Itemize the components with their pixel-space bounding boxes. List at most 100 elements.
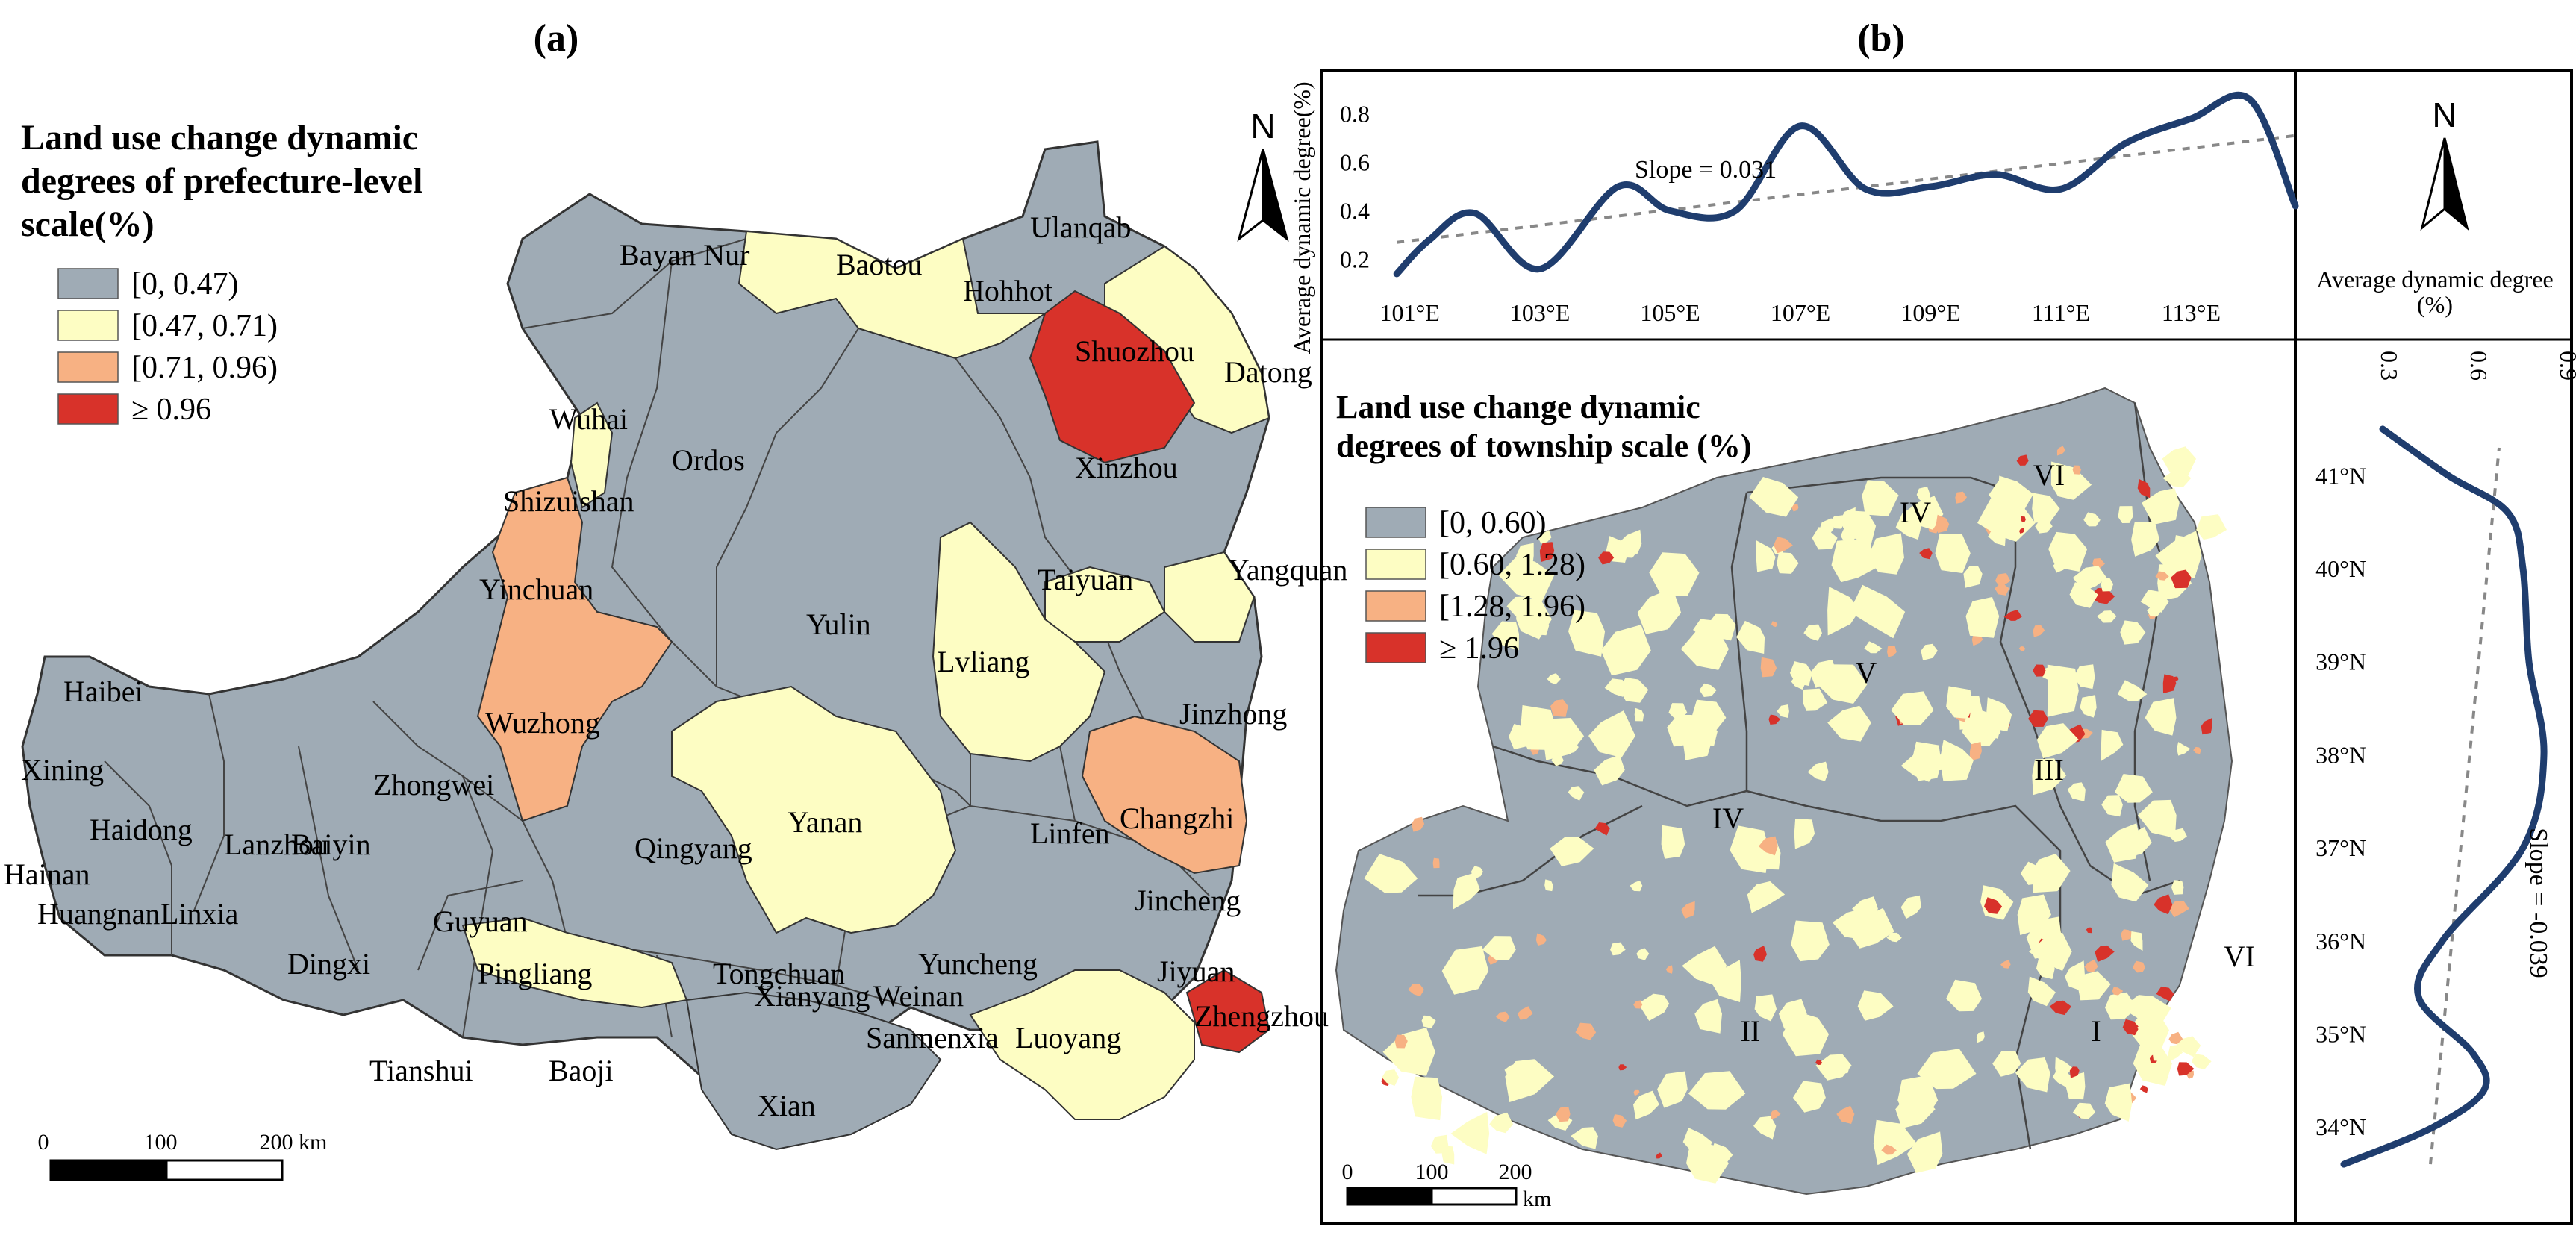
township-patch-82 [1969,742,1982,761]
region-label-sanmenxia: Sanmenxia [866,1021,999,1054]
township-patch-296 [2171,880,2184,895]
township-patch-149 [2162,446,2197,476]
zone-label-vi-north: VI [2033,458,2065,492]
zone-label-i: I [2091,1014,2101,1048]
township-patch-223 [1730,825,1770,873]
township-patch-128 [2069,582,2098,608]
township-patch-167 [2097,610,2117,623]
map-a-region-changzhi [1081,715,1248,875]
township-patch-307 [2029,932,2072,971]
township-patch-89 [1887,646,1897,657]
township-patch-83 [1901,496,1944,530]
township-patch-210 [1682,1128,1712,1159]
township-patch-217 [1661,825,1685,859]
township-patch-175 [1710,960,1741,1002]
region-label-lanzhou: Lanzhou [224,828,328,861]
legend-b-title-line-2: degrees of township scale (%) [1336,428,1751,464]
region-label-changzhi: Changzhi [1120,801,1234,835]
map-a-region-baotou-hohhot [737,230,1048,360]
region-label-linxia: Linxia [160,897,239,931]
township-patch-232 [1610,942,1626,956]
township-patch-180 [1992,1051,2021,1077]
top-chart-x-tick-1: 103°E [1510,299,1570,326]
township-patch-249 [1471,866,1483,880]
region-label-qingyang: Qingyang [634,831,752,865]
township-patch-37 [1526,615,1550,636]
township-patch-276 [2121,929,2135,941]
township-patch-125 [2073,664,2095,690]
legend-b-label-0: [0, 0.60) [1439,506,1546,540]
township-patch-240 [1496,1011,1510,1022]
township-patch-2 [1539,542,1555,563]
right-chart-x-axis-label-line-1: Average dynamic degree [2316,266,2553,293]
scale-b-unit: km [1523,1187,1551,1211]
region-label-ordos: Ordos [672,443,745,477]
township-patch-162 [2021,516,2026,522]
township-patch-238 [1630,881,1643,892]
township-patch-4 [1568,610,1606,657]
township-patch-158 [2036,723,2079,759]
township-patch-188 [1594,822,1610,836]
legend-b-swatch-1 [1365,549,1426,580]
township-patch-178 [1636,948,1650,960]
township-patch-289 [2177,1062,2195,1076]
legend-b-label-3: ≥ 1.96 [1439,631,1519,666]
legend-b-swatch-0 [1365,507,1426,538]
township-patch-87 [1749,477,1799,517]
township-patch-48 [1995,573,2011,586]
right-chart-y-tick-5: 36°N [2315,928,2366,954]
township-patch-84 [1756,540,1776,572]
region-label-jinzhong: Jinzhong [1179,697,1287,731]
scale-b-tick-100: 100 [1415,1160,1449,1184]
township-patch-157 [2162,470,2192,487]
township-patch-221 [1618,1064,1627,1071]
township-patch-112 [2117,680,2148,701]
scale-a-tick-100: 100 [144,1130,178,1154]
map-a-region-shizuishan-yinchuan-wuzhong [476,476,673,822]
region-label-yinchuan: Yinchuan [479,572,593,606]
township-patch-258 [1394,1034,1408,1049]
township-patch-206 [1753,946,1767,962]
township-patch-267 [2168,828,2187,842]
legend-b-title-line-1: Land use change dynamic [1336,389,1700,425]
township-patch-18 [1598,551,1615,565]
township-patch-130 [2032,758,2067,796]
legend-a-swatch-0 [57,268,119,299]
township-patch-155 [2138,799,2177,838]
township-patch-16 [1600,625,1651,676]
township-patch-190 [1638,993,1670,1021]
township-patch-247 [1382,1028,1435,1076]
township-patch-291 [2121,995,2171,1029]
township-patch-60 [1864,641,1883,654]
north-arrow-top-label: N [1250,107,1275,146]
township-patch-114 [2201,718,2212,735]
legend-a-items: [0, 0.47) [0.47, 0.71) [0.71, 0.96) ≥ 0.96 [57,267,278,427]
top-chart-x-tick-3: 107°E [1771,299,1830,326]
township-patch-239 [1792,1081,1826,1113]
township-patch-113 [2118,506,2133,523]
township-patch-132 [2033,495,2054,515]
north-arrow-right-left-half [2420,137,2446,231]
township-patch-246 [1770,1110,1781,1119]
map-a-region-wuhai [570,401,614,509]
township-patch-159 [2162,674,2177,694]
township-patch-30 [1693,619,1714,638]
township-patch-56 [1803,624,1822,641]
region-label-shizuishan: Shizuishan [503,484,634,518]
top-chart-slope-annotation: Slope = 0.031 [1635,156,1777,184]
township-patch-260 [2084,959,2098,972]
township-patch-154 [2047,664,2079,717]
township-patch-220 [1906,1131,1943,1173]
legend-a-label-3: ≥ 0.96 [131,393,211,427]
map-b-patches [1364,446,2227,1184]
township-patch-73 [1921,643,1938,660]
township-patch-152 [2155,531,2202,578]
township-patch-43 [1827,705,1871,742]
right-chart-y-tick-6: 35°N [2315,1020,2366,1047]
township-patch-123 [2033,625,2045,637]
legend-b-label-2: [1.28, 1.96) [1439,590,1585,624]
township-patch-144 [2155,571,2169,581]
township-patch-294 [2153,1048,2162,1061]
